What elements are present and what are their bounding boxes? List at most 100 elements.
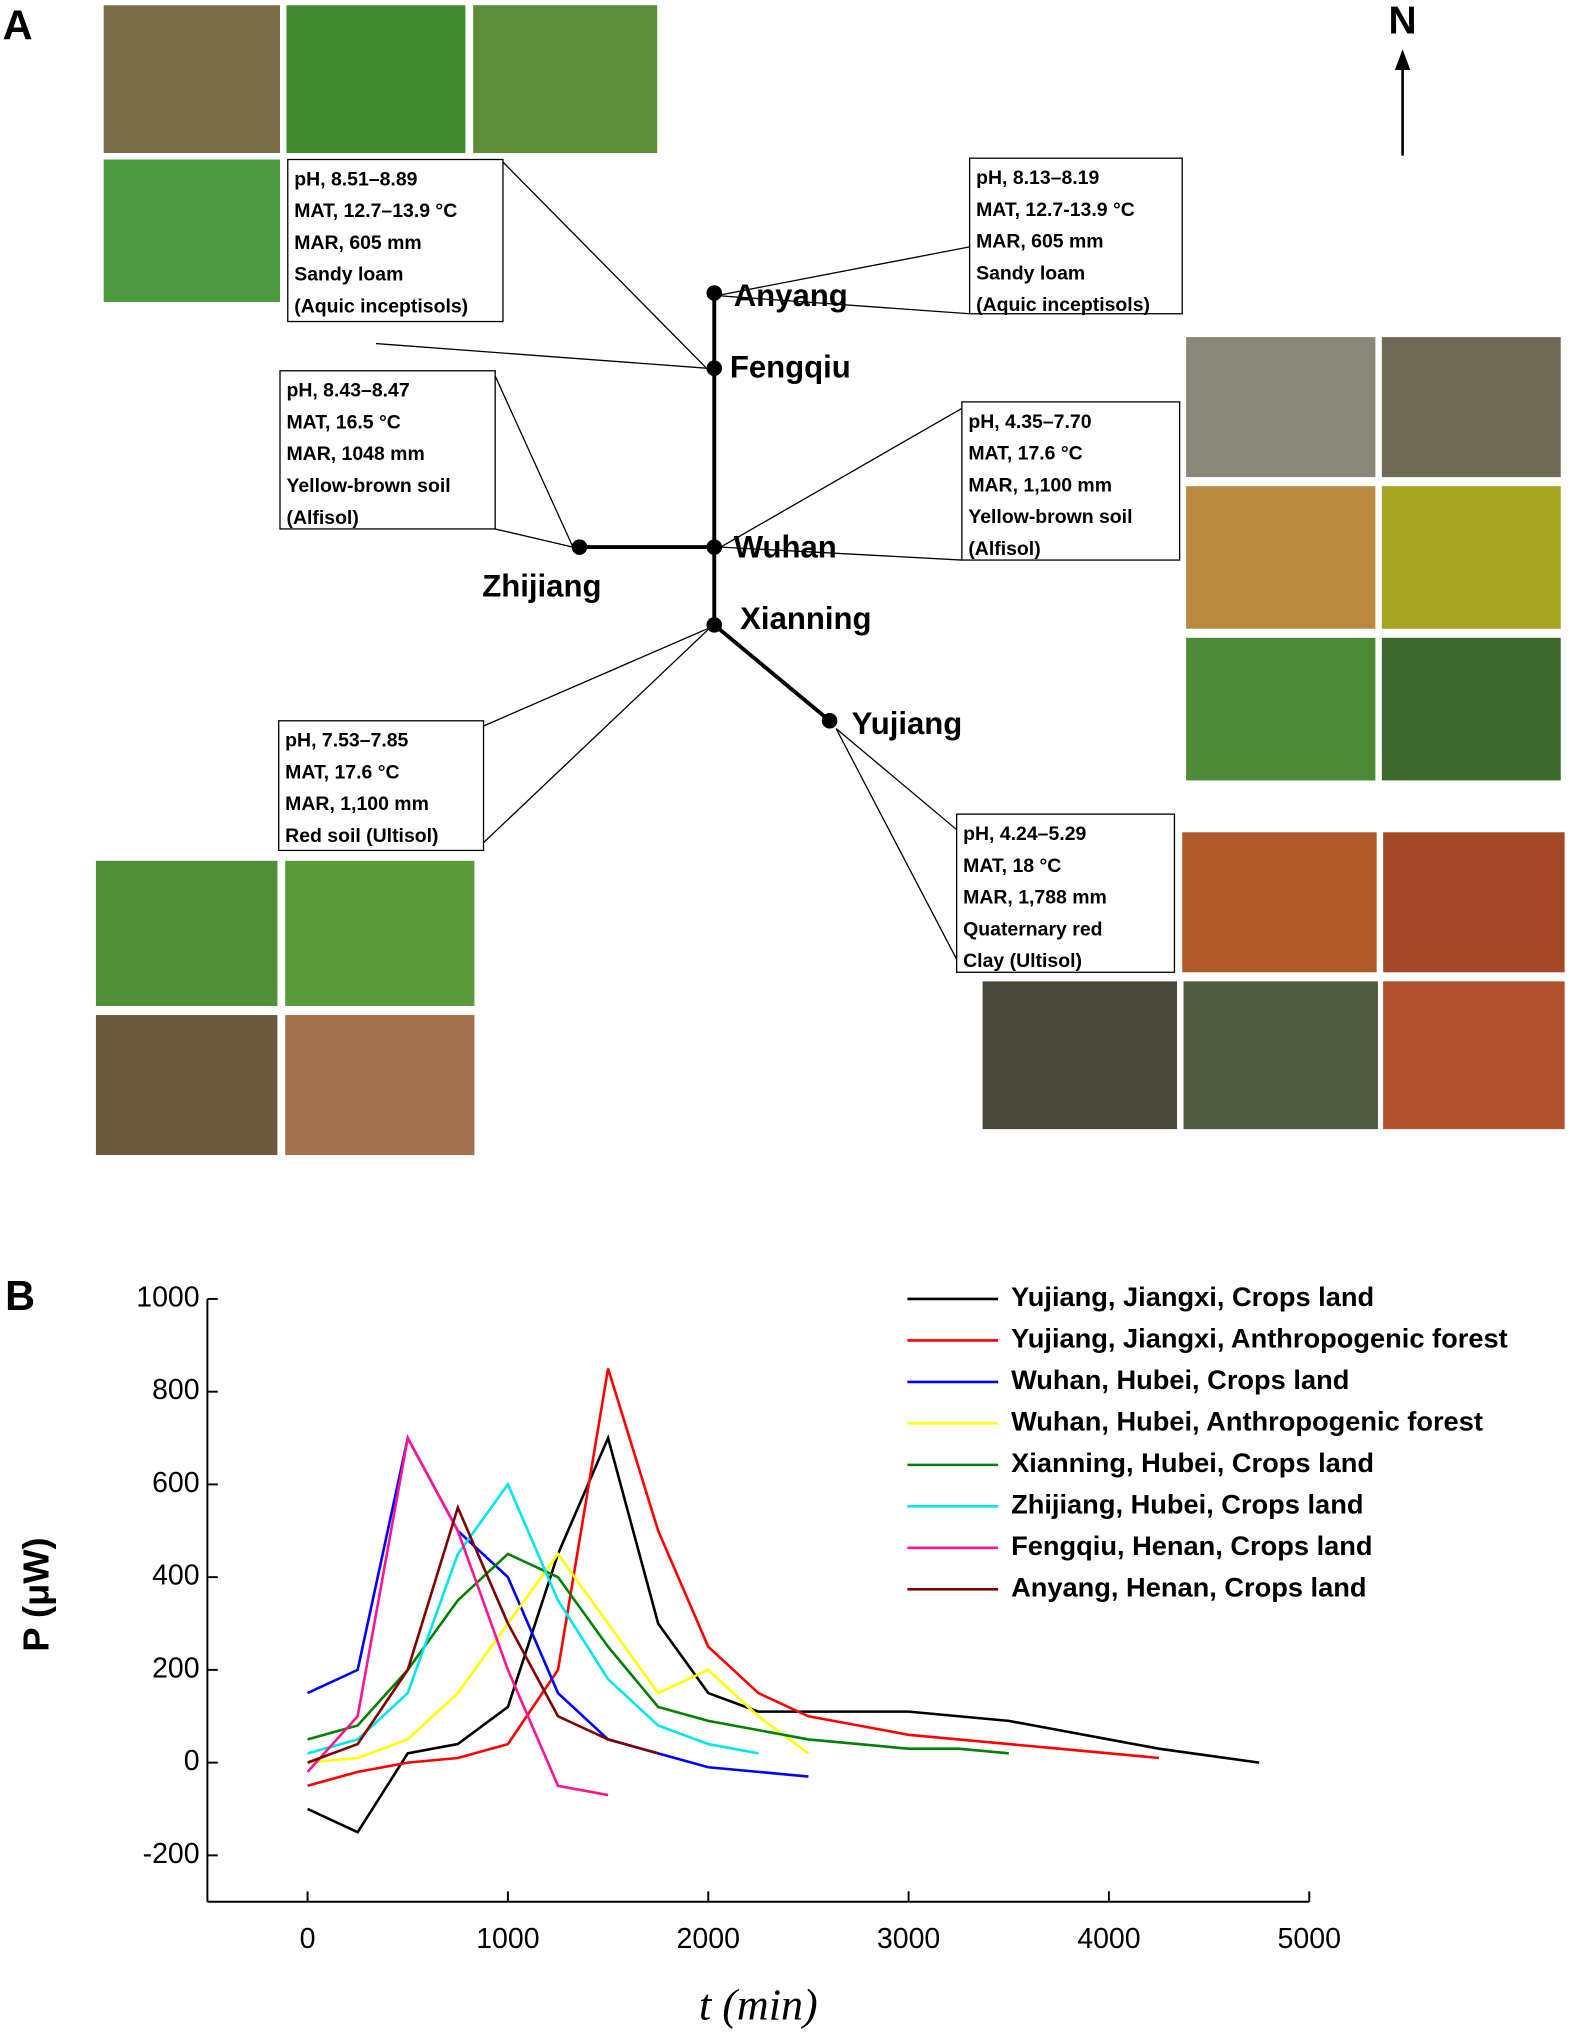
north-arrowhead: [1394, 49, 1411, 71]
series-line: [306, 1434, 609, 1797]
photo: [1383, 981, 1565, 1130]
leader-line: [495, 528, 574, 548]
leader-line: [835, 728, 958, 960]
photo: [473, 5, 658, 154]
series-line: [307, 1434, 1260, 1834]
series-line: [307, 1503, 659, 1764]
legend-label: Zhijiang, Hubei, Crops land: [1011, 1489, 1363, 1520]
x-tick-label: 5000: [1278, 1923, 1341, 1955]
info-line: (Aquic inceptisols): [976, 294, 1150, 316]
legend-label: Wuhan, Hubei, Anthropogenic forest: [1011, 1406, 1483, 1437]
photo: [1381, 637, 1561, 781]
photo: [1182, 832, 1377, 973]
info-line: MAR, 1048 mm: [286, 443, 424, 465]
y-tick-label: 1000: [136, 1281, 199, 1313]
info-box: [956, 813, 1176, 973]
y-tick-label: -200: [143, 1838, 200, 1870]
photo: [95, 860, 278, 1006]
x-tick-label: 3000: [877, 1923, 940, 1955]
info-line: pH, 4.35–7.70: [968, 411, 1091, 433]
series-line: [307, 1434, 809, 1778]
leader-line: [494, 375, 574, 548]
photo: [285, 860, 475, 1006]
leader-line: [835, 728, 958, 831]
y-tick-label: 400: [152, 1560, 200, 1592]
info-line: Red soil (Ultisol): [285, 825, 438, 847]
info-line: MAR, 1,788 mm: [963, 887, 1107, 909]
x-tick-label: 4000: [1077, 1923, 1140, 1955]
info-box: [961, 401, 1181, 561]
info-line: pH, 8.51–8.89: [294, 168, 417, 190]
photo: [1381, 337, 1561, 478]
leader-line: [716, 294, 970, 315]
photo: [285, 1015, 475, 1156]
site-dot: [706, 360, 723, 376]
y-axis-label: P (μW): [15, 1537, 56, 1651]
photo: [103, 5, 280, 154]
leader-line: [375, 342, 707, 369]
site-name: Yujiang: [852, 706, 963, 741]
y-tick-label: 600: [152, 1467, 200, 1499]
legend-label: Xianning, Hubei, Crops land: [1011, 1447, 1374, 1478]
info-line: MAT, 17.6 °C: [968, 443, 1082, 465]
photo: [1383, 832, 1565, 973]
y-tick-label: 0: [184, 1745, 200, 1777]
photos: [95, 5, 1565, 1156]
chart: -200 0 200 400 600 800 1000 0 1000 2000 3000 4000 50…: [136, 1281, 1507, 1955]
photo: [103, 159, 280, 303]
leader-line: [720, 546, 962, 561]
site-network: [579, 293, 831, 723]
site-name: Xianning: [740, 601, 871, 636]
photo: [1183, 981, 1378, 1130]
info-box: [287, 158, 504, 323]
info-line: (Aquic inceptisols): [294, 295, 468, 317]
info-line: MAR, 1,100 mm: [968, 474, 1112, 496]
x-axis-label: t (min): [699, 1980, 818, 2029]
site-dot: [571, 539, 588, 555]
x-tick-label: 2000: [677, 1923, 740, 1955]
panel-label: A: [3, 2, 33, 49]
route: [713, 623, 831, 723]
series-line: [307, 1368, 1160, 1788]
y-tick-label: 800: [152, 1374, 200, 1406]
north-label: N: [1389, 0, 1417, 43]
site-name: Fengqiu: [730, 349, 851, 384]
info-box: [279, 370, 496, 530]
photo: [1186, 486, 1376, 629]
site-dot: [821, 713, 838, 729]
info-line: pH, 8.13–8.19: [976, 167, 1099, 189]
leader-line: [483, 626, 711, 844]
info-line: MAT, 18 °C: [963, 855, 1061, 877]
info-line: MAT, 16.5 °C: [286, 411, 400, 433]
info-line: MAR, 605 mm: [294, 232, 421, 254]
photo: [1186, 637, 1376, 781]
info-line: MAR, 605 mm: [976, 231, 1103, 253]
leader-line: [502, 161, 707, 369]
series-line: [307, 1481, 759, 1755]
leader-line: [716, 245, 973, 297]
info-line: MAT, 17.6 °C: [285, 761, 399, 783]
info-box: [968, 157, 1183, 315]
photo: [286, 5, 466, 154]
info-box: [278, 720, 485, 852]
panel-label: B: [5, 1272, 35, 1319]
info-line: (Alfisol): [286, 507, 358, 529]
info-line: Quaternary red: [963, 918, 1102, 940]
site-name: Wuhan: [734, 529, 837, 564]
info-line: pH, 7.53–7.85: [285, 730, 408, 752]
legend-label: Yujiang, Jiangxi, Anthropogenic forest: [1011, 1323, 1508, 1354]
x-tick-label: 1000: [476, 1923, 539, 1955]
site-dot: [706, 539, 723, 555]
info-line: MAT, 12.7-13.9 °C: [976, 199, 1135, 221]
info-line: Sandy loam: [294, 264, 403, 286]
series-line: [307, 1551, 810, 1764]
x-tick-label: 0: [300, 1923, 316, 1955]
sites: pH, 8.13–8.19 MAT, 12.7-13.9 °C MAR, 605 m…: [278, 157, 1183, 973]
leader-line: [720, 407, 963, 548]
info-line: MAT, 12.7–13.9 °C: [294, 200, 457, 222]
info-line: Sandy loam: [976, 262, 1085, 284]
legend-label: Yujiang, Jiangxi, Crops land: [1011, 1281, 1374, 1312]
photo: [1186, 337, 1376, 478]
